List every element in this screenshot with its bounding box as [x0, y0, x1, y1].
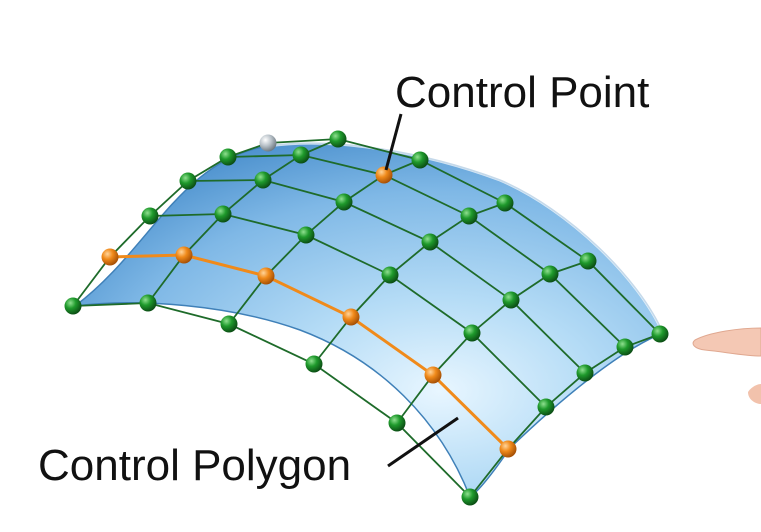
hand-icon	[692, 327, 761, 404]
control-point-highlighted	[175, 246, 193, 264]
control-point	[616, 338, 634, 356]
control-point	[220, 315, 238, 333]
control-polygon-leader	[387, 416, 459, 468]
control-point-labeled	[375, 166, 393, 184]
net-row-5	[72, 302, 471, 498]
net-row-2	[187, 179, 586, 374]
control-point	[139, 294, 157, 312]
control-point	[576, 364, 594, 382]
control-point	[179, 172, 197, 190]
control-point	[411, 151, 429, 169]
control-point	[381, 266, 399, 284]
control-point	[541, 265, 559, 283]
control-point	[219, 148, 237, 166]
control-point	[421, 233, 439, 251]
control-point	[537, 398, 555, 416]
control-point-highlighted	[424, 366, 442, 384]
control-point-label: Control Point	[395, 68, 649, 117]
control-point	[335, 193, 353, 211]
control-point-highlighted	[499, 440, 517, 458]
net-row-1	[227, 154, 626, 348]
control-point-highlighted	[257, 267, 275, 285]
control-point	[254, 171, 272, 189]
control-point	[259, 134, 277, 152]
control-polygon-row	[109, 253, 510, 451]
control-points	[64, 130, 669, 506]
net-row-3	[149, 213, 547, 408]
control-point-leader	[384, 113, 403, 171]
control-point	[297, 226, 315, 244]
control-point-highlighted	[342, 308, 360, 326]
control-point	[388, 414, 406, 432]
net-row-0	[267, 138, 661, 335]
control-point-highlighted	[101, 248, 119, 266]
control-polygon-label: Control Polygon	[38, 441, 351, 490]
control-point	[496, 194, 514, 212]
control-point	[141, 207, 159, 225]
control-point	[502, 291, 520, 309]
control-point	[460, 207, 478, 225]
control-point	[463, 324, 481, 342]
control-point	[461, 488, 479, 506]
control-point	[292, 146, 310, 164]
control-point	[214, 205, 232, 223]
control-point	[64, 297, 82, 315]
control-point	[329, 130, 347, 148]
control-point	[579, 252, 597, 270]
control-point	[305, 355, 323, 373]
control-point	[651, 325, 669, 343]
